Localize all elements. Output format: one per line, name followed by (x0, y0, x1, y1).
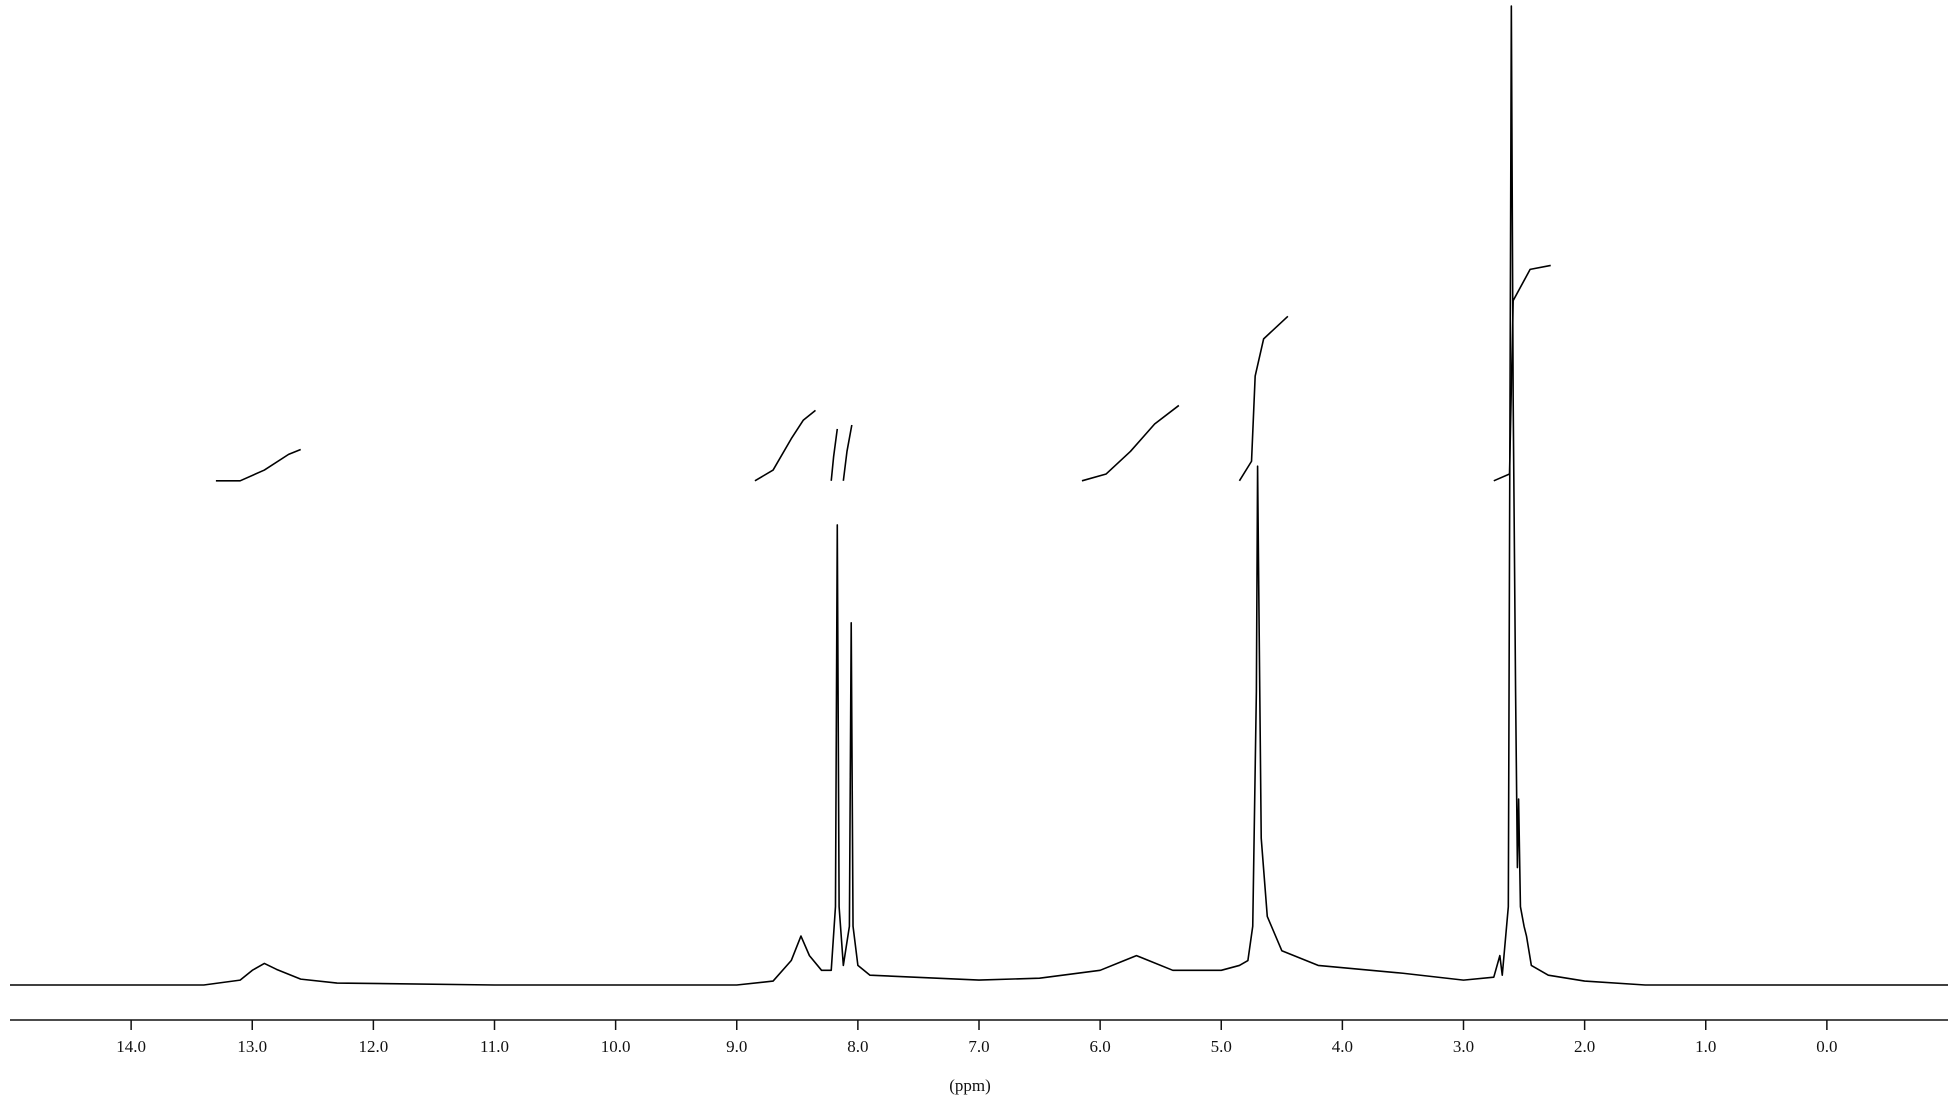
integral-curve (842, 424, 853, 481)
integral-curve (215, 448, 301, 482)
x-tick-label: 2.0 (1574, 1037, 1595, 1056)
x-tick-label: 11.0 (480, 1037, 509, 1056)
x-tick-label: 8.0 (847, 1037, 868, 1056)
x-tick-label: 12.0 (359, 1037, 389, 1056)
integral-curve (1238, 315, 1289, 482)
x-tick-label: 0.0 (1816, 1037, 1837, 1056)
x-tick-label: 6.0 (1090, 1037, 1111, 1056)
spectrum-line (10, 5, 1948, 986)
x-tick-label: 5.0 (1211, 1037, 1232, 1056)
x-axis-label: (ppm) (949, 1076, 991, 1095)
x-tick-label: 13.0 (237, 1037, 267, 1056)
x-tick-label: 7.0 (968, 1037, 989, 1056)
x-tick-label: 10.0 (601, 1037, 631, 1056)
x-tick-label: 9.0 (726, 1037, 747, 1056)
x-tick-label: 1.0 (1695, 1037, 1716, 1056)
x-tick-label: 3.0 (1453, 1037, 1474, 1056)
integral-curve (830, 428, 839, 481)
integral-curve (754, 409, 816, 482)
integral-curve (1493, 264, 1551, 482)
x-tick-label: 14.0 (116, 1037, 146, 1056)
integral-curve (1081, 404, 1180, 482)
x-tick-label: 4.0 (1332, 1037, 1353, 1056)
